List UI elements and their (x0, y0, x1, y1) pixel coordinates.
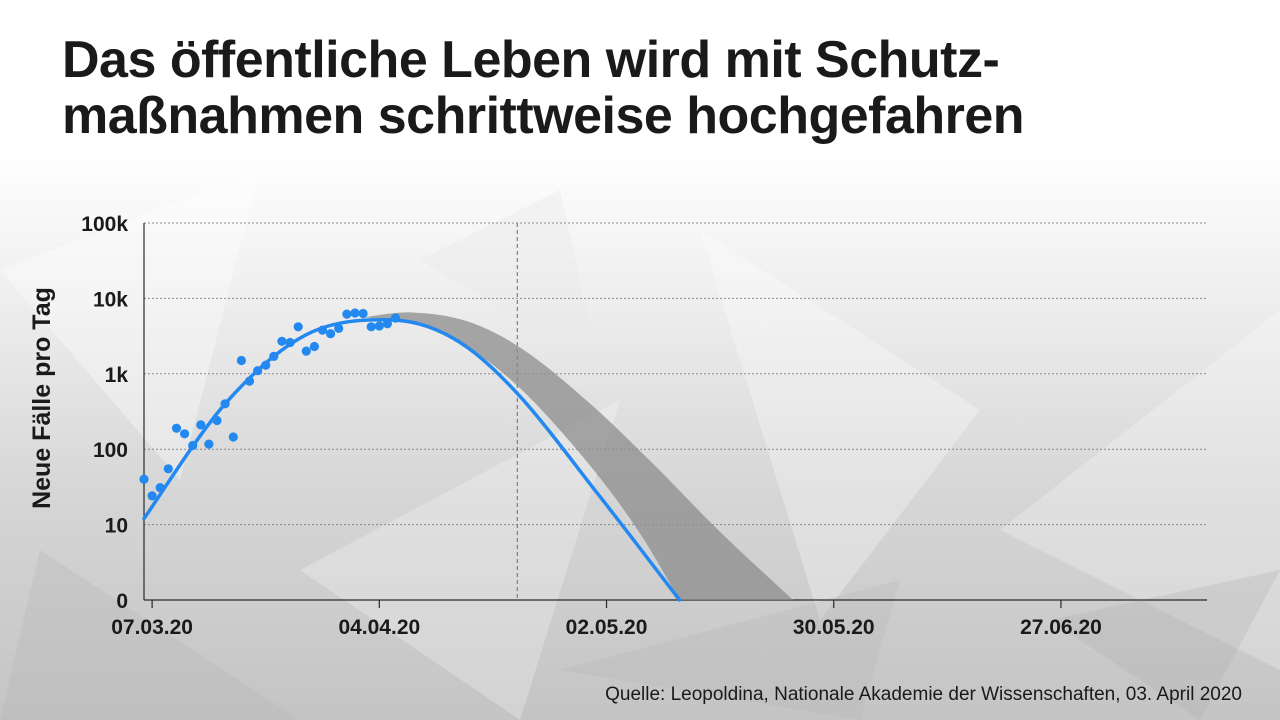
data-point (220, 399, 230, 409)
source-note: Quelle: Leopoldina, Nationale Akademie d… (605, 684, 1242, 705)
y-tick-label: 1k (105, 364, 129, 387)
data-point (285, 337, 295, 348)
data-point (317, 325, 328, 335)
data-point (139, 474, 149, 484)
data-point (269, 351, 279, 361)
data-point (293, 322, 303, 332)
data-point (188, 440, 198, 451)
y-tick-label: 100 (93, 439, 128, 462)
data-point (155, 483, 165, 493)
background-pattern (0, 150, 1280, 720)
x-tick-label: 02.05.20 (566, 616, 648, 639)
x-tick-label: 04.04.20 (338, 616, 420, 639)
data-point (228, 432, 238, 442)
y-axis-label: Neue Fälle pro Tag (28, 287, 56, 509)
data-point (277, 336, 287, 346)
data-point (301, 346, 311, 356)
data-point (163, 464, 173, 474)
data-point (309, 341, 319, 352)
data-point (390, 313, 401, 323)
data-point (358, 308, 368, 319)
x-tick-label: 27.06.20 (1020, 616, 1102, 639)
data-point (326, 329, 336, 339)
data-point (171, 423, 182, 433)
data-point (342, 309, 352, 319)
y-tick-label: 10 (105, 515, 128, 538)
x-tick-label: 07.03.20 (111, 616, 193, 639)
data-point (350, 308, 360, 318)
data-point (244, 376, 255, 386)
data-point (382, 319, 392, 329)
title-line-1: Das öffentliche Leben wird mit Schutz- (62, 31, 1000, 89)
data-point (334, 323, 344, 333)
y-tick-label: 0 (116, 590, 128, 613)
y-tick-label: 10k (93, 288, 128, 311)
data-point (204, 439, 214, 449)
data-point (374, 321, 384, 331)
data-point (212, 415, 222, 426)
data-point (366, 322, 376, 332)
title-line-2: maßnahmen schrittweise hochgefahren (62, 87, 1025, 145)
y-tick-label: 100k (81, 213, 128, 236)
x-tick-label: 30.05.20 (793, 616, 875, 639)
page-title: Das öffentliche Leben wird mit Schutz- m… (62, 32, 1242, 144)
data-point (180, 429, 190, 439)
uncertainty-band (363, 312, 794, 600)
data-point (196, 420, 206, 430)
data-point (236, 355, 246, 366)
data-point (261, 360, 271, 370)
data-point (253, 366, 263, 376)
data-point (147, 491, 157, 501)
